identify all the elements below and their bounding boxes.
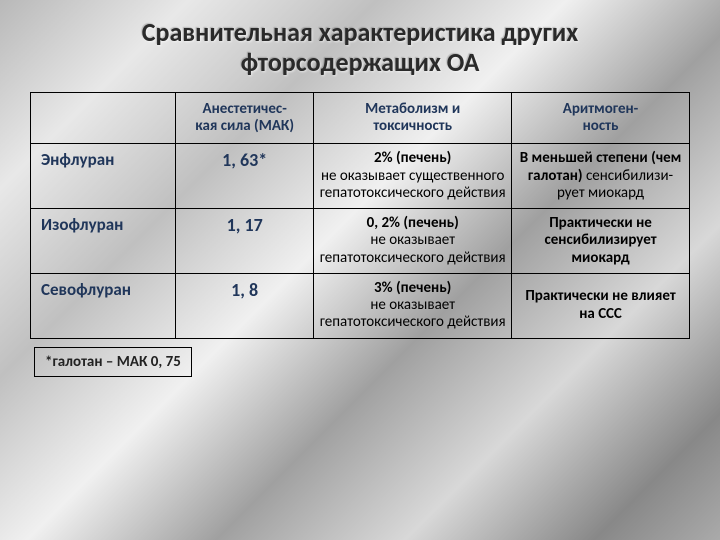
row-mac: 1, 17 [175, 209, 313, 274]
row-name: Изофлуран [31, 209, 176, 274]
row-metabolism: 0, 2% (печень) не оказывает гепатотоксич… [314, 209, 512, 274]
table-header-row: Анестетичес-кая сила (МАК) Метаболизм ит… [31, 92, 690, 144]
row-metabolism: 3% (печень) не оказывает гепатотоксическ… [314, 273, 512, 338]
table-row: Энфлуран 1, 63* 2% (печень) не оказывает… [31, 144, 690, 209]
row-arrhythmia: Практически не влияет на ССС [512, 273, 690, 338]
row-mac: 1, 63* [175, 144, 313, 209]
row-name: Энфлуран [31, 144, 176, 209]
col-header-empty [31, 92, 176, 144]
col-header-mac: Анестетичес-кая сила (МАК) [175, 92, 313, 144]
col-header-arrhythmia: Аритмоген-ность [512, 92, 690, 144]
table-row: Изофлуран 1, 17 0, 2% (печень) не оказыв… [31, 209, 690, 274]
col-header-metabolism: Метаболизм итоксичность [314, 92, 512, 144]
row-mac: 1, 8 [175, 273, 313, 338]
row-name: Севофлуран [31, 273, 176, 338]
comparison-table: Анестетичес-кая сила (МАК) Метаболизм ит… [30, 92, 690, 339]
title-line2: фторсодержащих ОА [241, 46, 480, 78]
slide-title: Сравнительная характеристика других фтор… [30, 18, 690, 78]
row-metabolism: 2% (печень) не оказывает существенного г… [314, 144, 512, 209]
title-line1: Сравнительная характеристика других [142, 16, 578, 48]
table-row: Севофлуран 1, 8 3% (печень) не оказывает… [31, 273, 690, 338]
row-arrhythmia: В меньшей степени (чем галотан) сенсибил… [512, 144, 690, 209]
row-arrhythmia: Практически не сенсибилизирует миокард [512, 209, 690, 274]
footnote: *галотан – МАК 0, 75 [34, 347, 192, 377]
